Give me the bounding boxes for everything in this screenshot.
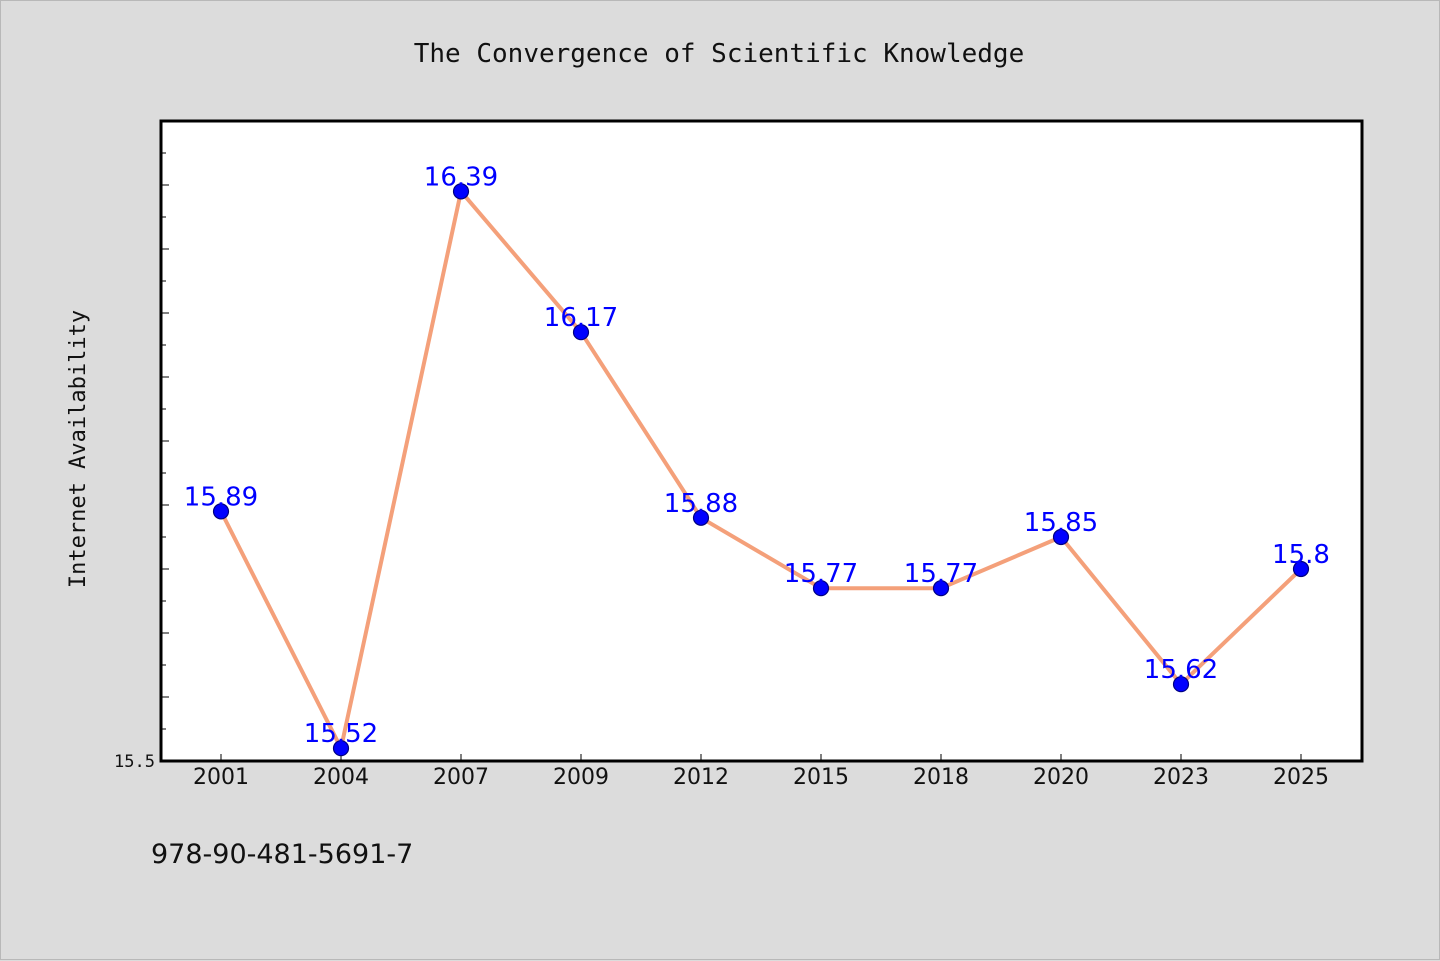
- x-tick-label: 2001: [193, 765, 249, 790]
- y-axis-label: Internet Availability: [66, 310, 91, 588]
- data-point-marker: [932, 580, 950, 597]
- data-point-label: 15.77: [904, 559, 978, 589]
- x-tick-label: 2025: [1273, 765, 1329, 790]
- data-point-label: 15.62: [1144, 655, 1218, 685]
- series-line: [219, 189, 1303, 751]
- x-tick-label: 2009: [553, 765, 609, 790]
- x-tick-label: 2004: [313, 765, 369, 790]
- data-point-marker: [1292, 560, 1310, 578]
- data-point-label: 15.88: [664, 489, 738, 519]
- isbn-footer: 978-90-481-5691-7: [151, 839, 413, 870]
- data-point-label: 16.17: [544, 303, 618, 333]
- chart-title: The Convergence of Scientific Knowledge: [414, 39, 1024, 69]
- data-point-marker: [692, 509, 710, 526]
- data-point-marker: [1052, 528, 1070, 546]
- series-layer: [212, 183, 1310, 757]
- data-point-label: 15.85: [1024, 508, 1098, 538]
- y-tick-label: 15.5: [114, 752, 155, 772]
- y-axis-ticks: 15.5: [114, 120, 169, 772]
- data-point-label: 16.39: [424, 162, 498, 192]
- x-axis-ticks: 2001 2004 2007 2009 2012 2015 2018 2020 2023 2025: [193, 754, 1329, 790]
- data-point-marker: [1172, 676, 1190, 693]
- x-tick-label: 2007: [433, 765, 489, 790]
- x-tick-label: 2023: [1153, 765, 1209, 790]
- data-point-marker: [452, 183, 470, 200]
- data-point-marker: [812, 580, 830, 597]
- x-tick-label: 2020: [1033, 765, 1089, 790]
- x-tick-label: 2012: [673, 765, 729, 790]
- data-point-marker: [572, 324, 590, 341]
- data-point-marker: [332, 740, 350, 757]
- data-point-label: 15.77: [784, 559, 858, 589]
- x-tick-label: 2015: [793, 765, 849, 790]
- data-point-label: 15.52: [304, 719, 378, 749]
- data-point-marker: [212, 503, 230, 520]
- x-tick-label: 2018: [913, 765, 969, 790]
- data-point-label: 15.89: [184, 482, 258, 512]
- data-point-label: 15.8: [1272, 540, 1330, 570]
- data-labels: 15.89 15.52 16.39 16.17 15.88 15.77 15.77 15.85…: [184, 162, 1330, 749]
